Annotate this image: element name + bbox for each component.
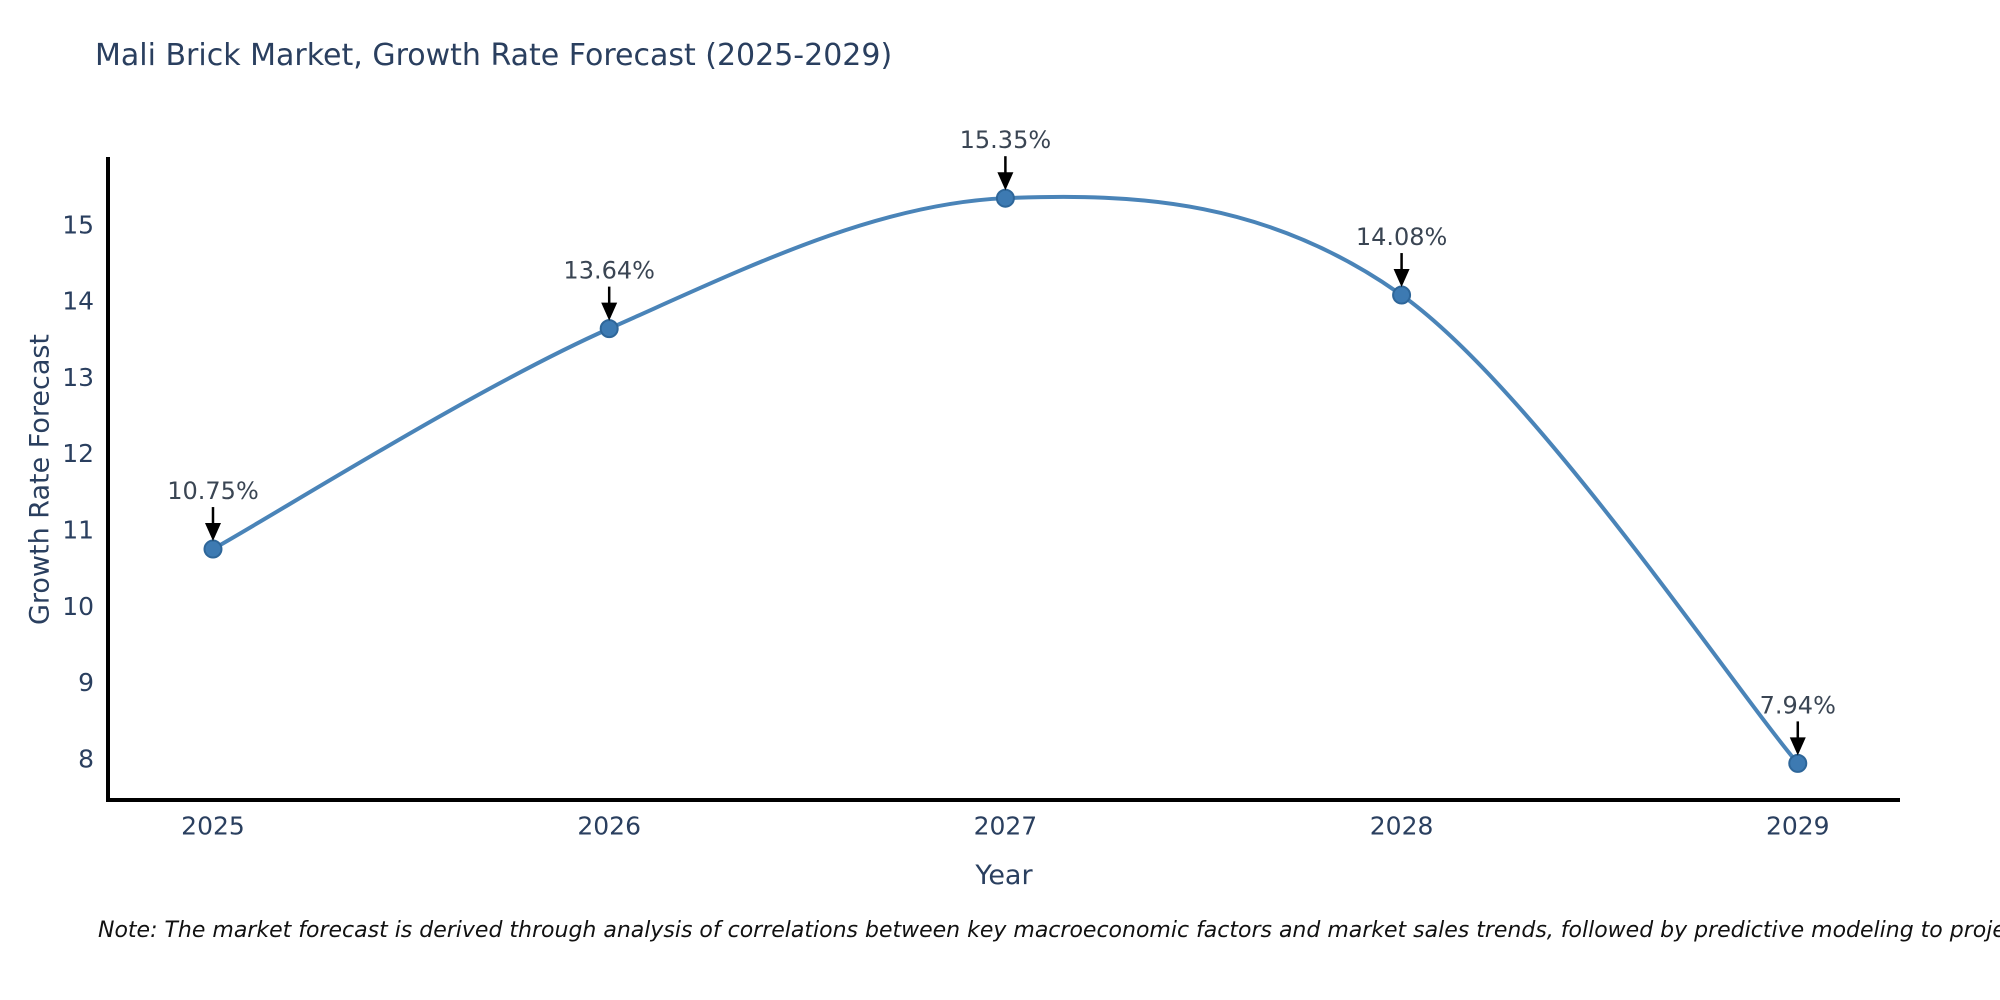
annotation-arrow-head [1789, 737, 1806, 756]
data-point-label: 10.75% [167, 477, 259, 505]
x-tick-label: 2029 [1766, 811, 1830, 840]
data-point-marker [599, 319, 619, 339]
data-point-marker [1788, 753, 1808, 773]
data-point-marker [995, 188, 1015, 208]
data-point-label: 14.08% [1356, 223, 1448, 251]
data-point-label: 13.64% [563, 257, 655, 285]
x-tick-label: 2027 [974, 811, 1038, 840]
annotation-arrow-head [601, 302, 618, 321]
x-tick-label: 2028 [1370, 811, 1434, 840]
x-tick-label: 2026 [577, 811, 641, 840]
annotation-arrow-head [204, 523, 221, 542]
data-point-label: 15.35% [960, 126, 1052, 154]
data-point-marker [203, 539, 223, 559]
y-tick-label: 14 [62, 287, 94, 316]
y-tick-label: 8 [78, 744, 94, 773]
annotation-arrow-head [997, 172, 1014, 191]
y-tick-label: 9 [78, 668, 94, 697]
y-tick-label: 10 [62, 592, 94, 621]
chart-title: Mali Brick Market, Growth Rate Forecast … [95, 38, 893, 73]
x-tick-label: 2025 [181, 811, 245, 840]
y-tick-label: 13 [62, 363, 94, 392]
forecast-line [210, 194, 1800, 766]
y-tick-label: 15 [62, 210, 94, 239]
data-point-label: 7.94% [1760, 691, 1836, 719]
annotation-arrow-head [1393, 269, 1410, 288]
chart-footnote: Note: The market forecast is derived thr… [98, 918, 2000, 943]
y-tick-label: 12 [62, 439, 94, 468]
y-tick-label: 11 [62, 515, 94, 544]
x-axis-title: Year [975, 860, 1033, 891]
data-point-marker [1392, 285, 1412, 305]
